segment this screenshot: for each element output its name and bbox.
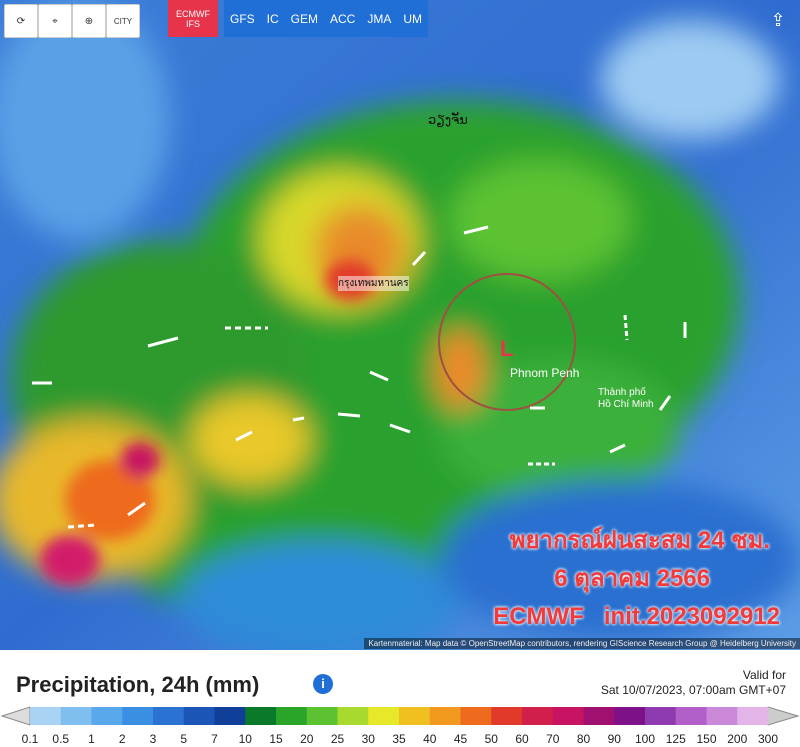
scale-label: 100 (635, 732, 655, 746)
low-marker: L (500, 336, 514, 361)
scale-label: 300 (758, 732, 778, 746)
zoom-button[interactable]: ⊕ (72, 4, 106, 38)
scale-label: 70 (546, 732, 560, 746)
scale-label: 45 (454, 732, 468, 746)
scale-segment (245, 707, 277, 725)
legend-title: Precipitation, 24h (mm) (16, 672, 260, 697)
scale-segment (491, 707, 523, 725)
scale-segment (737, 707, 769, 725)
scale-segment (583, 707, 615, 725)
scale-label: 20 (300, 732, 314, 746)
scale-label: 90 (608, 732, 622, 746)
scale-segment (429, 707, 461, 725)
overlay-line: ECMWF init.2023092912 (493, 603, 780, 630)
valid-value: Sat 10/07/2023, 07:00am GMT+07 (600, 683, 786, 697)
valid-time: Valid for Sat 10/07/2023, 07:00am GMT+07 (601, 668, 786, 698)
scale-segment (91, 707, 123, 725)
place-label: กรุงเทพมหานคร (338, 276, 409, 291)
location-button[interactable]: ⌖ (38, 4, 72, 38)
scale-label: 0.1 (22, 732, 39, 746)
scale-label: 3 (150, 732, 157, 746)
city-button[interactable]: CITY (106, 4, 140, 38)
scale-label: 1 (88, 732, 95, 746)
scale-segment (153, 707, 185, 725)
model-button[interactable]: GFS (224, 0, 261, 37)
scale-segment (214, 707, 246, 725)
scale-label: 0.5 (52, 732, 69, 746)
refresh-button[interactable]: ⟳ (4, 4, 38, 38)
scale-segment (60, 707, 92, 725)
scale-segment (306, 707, 338, 725)
model-button[interactable]: ACC (324, 0, 362, 37)
model-button[interactable]: ECMWF IFS (168, 0, 218, 37)
overlay-line: 6 ตุลาคม 2566 (554, 565, 710, 592)
scale-segment (552, 707, 584, 725)
scale-label: 150 (696, 732, 716, 746)
overlay-text: พยากรณ์ฝนสะสม 24 ชม. 6 ตุลาคม 2566 ECMWF… (493, 522, 780, 636)
scale-label: 125 (666, 732, 686, 746)
scale-label: 35 (392, 732, 406, 746)
scale-label: 2 (119, 732, 126, 746)
scale-label: 50 (485, 732, 499, 746)
place-label-line: Thành phố (598, 387, 646, 398)
scale-segment (675, 707, 707, 725)
scale-segment (522, 707, 554, 725)
scale-label: 80 (577, 732, 591, 746)
scale-label: 40 (423, 732, 437, 746)
place-label: ວຽງຈັນ (428, 112, 468, 127)
attribution: Kartenmaterial: Map data © OpenStreetMap… (364, 638, 800, 649)
scale-segment (183, 707, 215, 725)
scale-segment (399, 707, 431, 725)
model-button[interactable]: IC (260, 0, 285, 37)
scale-segment (368, 707, 400, 725)
info-button[interactable]: i (313, 674, 333, 694)
scale-segment (122, 707, 154, 725)
scale-segment (276, 707, 308, 725)
scale-segment (460, 707, 492, 725)
place-label: Thành phố Hồ Chí Minh (598, 387, 654, 411)
share-button[interactable]: ⇪ (770, 9, 786, 30)
overlay-line: พยากรณ์ฝนสะสม 24 ชม. (509, 527, 770, 554)
scale-label: 10 (239, 732, 253, 746)
scale-label: 30 (362, 732, 376, 746)
scale-label: 7 (211, 732, 218, 746)
scale-segment (706, 707, 738, 725)
scale-label: 15 (269, 732, 283, 746)
model-label: IFS (185, 18, 200, 29)
scale-label: 200 (727, 732, 747, 746)
valid-label: Valid for (742, 668, 786, 682)
place-label: Phnom Penh (510, 366, 580, 380)
scale-segment (337, 707, 369, 725)
model-button[interactable]: JMA (361, 0, 398, 37)
map (0, 0, 800, 650)
color-scale: 0.1 0.5 1 2 3 5 7 10 15 20 25 30 35 40 45 50 60 70 80 90 100… (0, 706, 800, 746)
scale-arrow-right (767, 706, 800, 726)
model-label: ECMWF (176, 8, 210, 19)
scale-label: 5 (180, 732, 187, 746)
scale-segment (645, 707, 677, 725)
scale-label: 25 (331, 732, 345, 746)
scale-arrow-left (0, 706, 31, 726)
model-button[interactable]: UM (397, 0, 429, 37)
scale-segment (30, 707, 62, 725)
place-label-line: Hồ Chí Minh (598, 399, 654, 410)
model-bar: ECMWF IFS GFS IC GEM ACC JMA UM (168, 0, 429, 37)
scale-segment (614, 707, 646, 725)
scale-label: 60 (515, 732, 529, 746)
model-button[interactable]: GEM (284, 0, 325, 37)
